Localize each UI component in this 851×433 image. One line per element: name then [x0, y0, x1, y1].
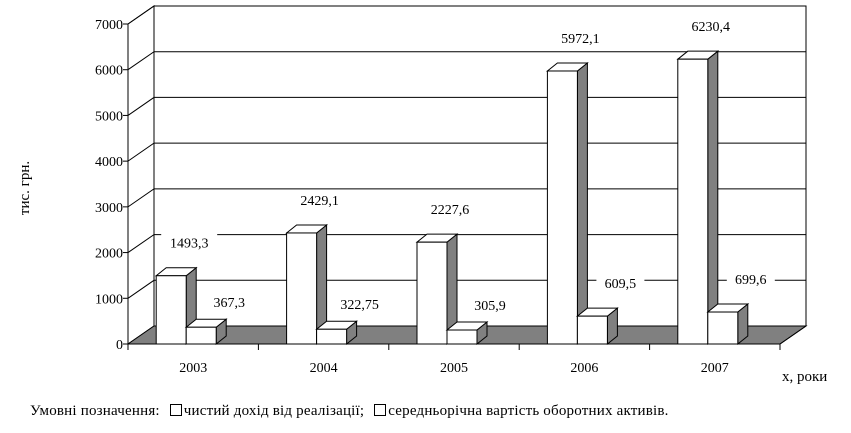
gridline: [127, 51, 806, 71]
data-label: 6230,4: [692, 20, 731, 35]
data-label: 2429,1: [300, 194, 339, 209]
data-label-bg: [161, 233, 218, 253]
y-tick-label: 3000: [95, 201, 123, 216]
bar-front: [707, 311, 739, 345]
bars: 1493,3 367,3 2429,1 322,75 2227,6 305,9 5972,1…: [154, 17, 775, 346]
data-label: 699,6: [735, 273, 767, 288]
bar-2006-series-1: 5972,1: [545, 28, 609, 346]
data-label-bg: [726, 270, 775, 290]
bar-2004-series-2: 322,75: [315, 295, 388, 346]
data-label-bg: [331, 295, 388, 315]
legend: Умовні позначення: чистий дохід від реал…: [30, 403, 669, 420]
legend-item-series-1: чистий дохід від реалізації;: [183, 403, 365, 419]
bar-front: [446, 329, 478, 345]
x-tick-label: 2003: [179, 361, 207, 376]
y-tick-label: 4000: [95, 155, 123, 170]
data-label-bg: [466, 296, 514, 316]
bar-front: [576, 315, 608, 345]
gridline: [127, 96, 806, 116]
y-tick-label: 5000: [95, 109, 123, 124]
y-tick-label: 2000: [95, 247, 123, 262]
gridline: [127, 5, 806, 25]
x-tick-label: 2005: [440, 361, 468, 376]
data-label: 367,3: [213, 296, 245, 311]
chart: 1493,3 367,3 2429,1 322,75 2227,6 305,9 5972,1…: [17, 5, 827, 385]
bar-2004-series-1: 2429,1: [285, 190, 348, 346]
data-label: 5972,1: [561, 32, 600, 47]
bar-2006-series-2: 609,5: [575, 274, 645, 346]
gridlines: [127, 5, 806, 299]
floor-edge: [779, 325, 807, 345]
bar-front: [185, 326, 217, 345]
y-tick-label: 0: [116, 338, 123, 353]
data-label: 609,5: [605, 277, 637, 292]
data-label-bg: [422, 200, 478, 220]
gridline: [127, 142, 806, 162]
bar-2005-series-2: 305,9: [445, 296, 514, 346]
data-label: 1493,3: [170, 237, 209, 252]
legend-swatch-series-2: [374, 404, 387, 416]
side-wall: [127, 5, 155, 345]
gridline: [127, 188, 806, 208]
data-label-bg: [291, 190, 348, 210]
y-tick-label: 1000: [95, 292, 123, 307]
bar-2007-series-1: 6230,4: [676, 17, 739, 346]
legend-item-series-2: середньорічна вартість оборотних активів…: [388, 403, 669, 419]
gridline: [127, 279, 806, 299]
bar-front: [286, 232, 318, 345]
bar-front: [155, 275, 187, 345]
bar-side: [707, 50, 719, 346]
data-label-bg: [596, 274, 645, 294]
x-axis-label: х, роки: [782, 369, 827, 385]
x-tick-label: 2006: [570, 361, 598, 376]
data-label-bg: [682, 17, 739, 37]
data-label-bg: [552, 28, 609, 48]
data-label: 305,9: [474, 299, 506, 314]
y-tick-label: 6000: [95, 64, 123, 79]
legend-swatch-series-1: [169, 404, 182, 416]
axes: 0 1000 2000 3000 4000 5000 6000 7000 2003 2004 200…: [95, 18, 807, 376]
data-label: 322,75: [340, 298, 379, 313]
legend-prefix: Умовні позначення:: [30, 403, 160, 419]
bar-2007-series-2: 699,6: [706, 270, 775, 346]
data-label: 2227,6: [431, 203, 470, 218]
y-tick-label: 7000: [95, 18, 123, 33]
bar-front: [677, 58, 709, 345]
bar-front: [416, 241, 448, 345]
bar-front: [316, 328, 348, 345]
gridline: [127, 234, 806, 253]
bar-front: [546, 70, 578, 345]
bar-side: [576, 61, 588, 346]
y-axis-label: тис. грн.: [17, 161, 33, 215]
data-label-bg: [205, 293, 254, 313]
x-tick-label: 2007: [701, 361, 729, 376]
x-tick-label: 2004: [310, 361, 338, 376]
bar-2003-series-2: 367,3: [184, 293, 254, 346]
